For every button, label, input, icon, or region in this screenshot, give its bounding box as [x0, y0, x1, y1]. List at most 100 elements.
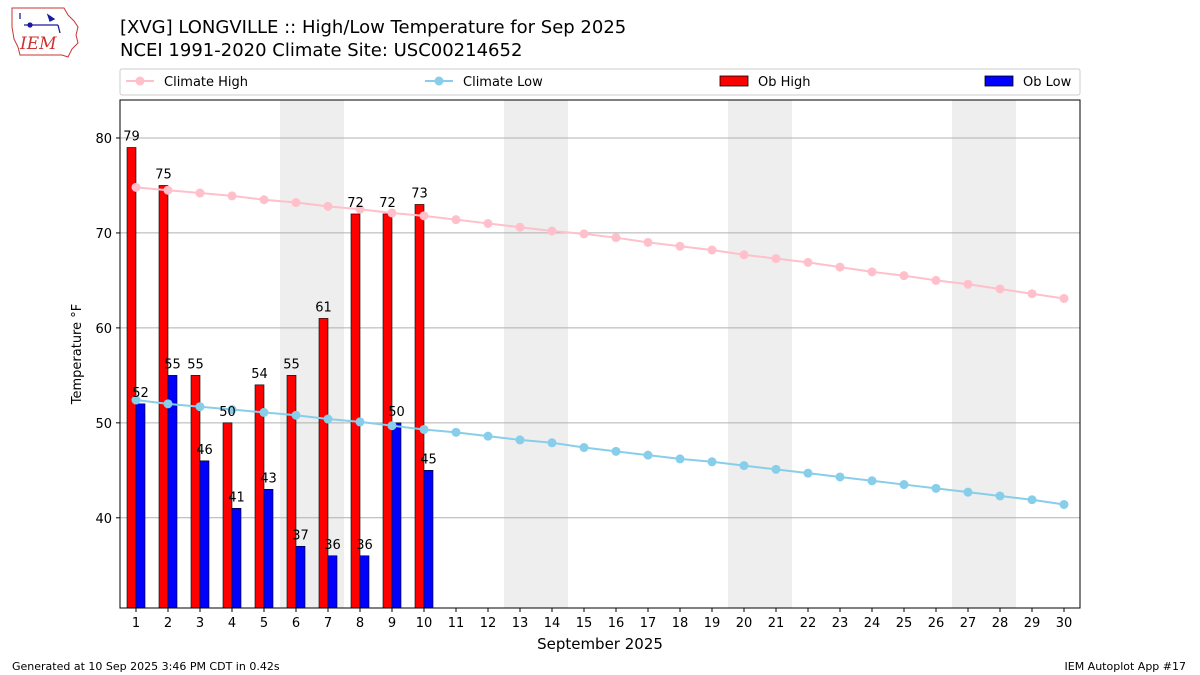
- x-tick-label-5: 5: [260, 616, 268, 631]
- ob-low-label-9: 50: [388, 405, 405, 420]
- climate-high-point-6: [291, 198, 301, 208]
- weekend-shade-20-21: [728, 100, 792, 608]
- x-tick-label-6: 6: [292, 616, 300, 631]
- legend-frame: [119, 68, 1081, 96]
- climate-high-point-4: [227, 191, 237, 201]
- climate-low-point-26: [931, 483, 941, 493]
- x-tick-label-16: 16: [608, 616, 625, 631]
- x-tick-label-28: 28: [992, 616, 1009, 631]
- climate-low-point-6: [291, 410, 301, 420]
- legend-entry-climate-low: Climate Low: [425, 75, 543, 90]
- ob-high-bar-5: [254, 384, 265, 609]
- climate-high-point-13: [515, 222, 525, 232]
- x-tick-label-2: 2: [164, 616, 172, 631]
- x-tick-label-24: 24: [864, 616, 881, 631]
- x-tick-label-30: 30: [1056, 616, 1073, 631]
- x-tick-label-27: 27: [960, 616, 977, 631]
- climate-low-point-28: [995, 491, 1005, 501]
- climate-high-point-2: [163, 185, 173, 195]
- ob-low-label-2: 55: [164, 357, 181, 372]
- x-tick-label-25: 25: [896, 616, 913, 631]
- climate-low-point-23: [835, 472, 845, 482]
- weather-symbols-icon: [19, 13, 61, 34]
- ob-high-label-8: 72: [347, 196, 364, 211]
- ob-high-bar-2: [158, 185, 169, 609]
- ob-low-bar-3: [199, 460, 210, 609]
- y-tick-label-80: 80: [95, 132, 112, 147]
- climate-high-point-14: [547, 226, 557, 236]
- climate-high-point-3: [195, 188, 205, 198]
- ob-high-bar-1: [126, 147, 137, 609]
- chart-title: [XVG] LONGVILLE :: High/Low Temperature …: [120, 17, 627, 38]
- ob-high-bar-10: [414, 204, 425, 609]
- climate-low-point-30: [1059, 500, 1069, 510]
- ob-low-label-8: 36: [356, 538, 373, 553]
- y-axis-label: Temperature °F: [70, 304, 85, 405]
- ob-high-label-7: 61: [315, 300, 332, 315]
- climate-low-point-29: [1027, 495, 1037, 505]
- climate-high-point-20: [739, 250, 749, 260]
- ob-low-bar-8: [359, 555, 370, 609]
- logo-text: IEM: [19, 34, 57, 54]
- legend-ob-low-swatch: [984, 75, 1014, 87]
- climate-low-line: [135, 399, 1065, 506]
- y-tick-label-70: 70: [95, 227, 112, 242]
- legend-ob-high-swatch: [719, 75, 749, 87]
- ob-high-bar-7: [318, 318, 329, 609]
- climate-low-point-21: [771, 464, 781, 474]
- ob-high-label-10: 73: [411, 186, 428, 201]
- x-tick-label-3: 3: [196, 616, 204, 631]
- ob-low-label-7: 36: [324, 538, 341, 553]
- climate-low-point-10: [419, 424, 429, 434]
- legend-ob-high-label: Ob High: [758, 75, 811, 90]
- chart-subtitle: NCEI 1991-2020 Climate Site: USC00214652: [120, 40, 523, 61]
- x-tick-label-22: 22: [800, 616, 817, 631]
- legend-climate-low-marker: [434, 76, 444, 86]
- climate-high-point-10: [419, 211, 429, 221]
- climate-low-point-8: [355, 417, 365, 427]
- ob-high-label-4: 50: [219, 405, 236, 420]
- legend-climate-low-label: Climate Low: [463, 75, 543, 90]
- climate-high-point-23: [835, 262, 845, 272]
- x-tick-label-7: 7: [324, 616, 332, 631]
- x-tick-label-13: 13: [512, 616, 529, 631]
- ob-high-label-9: 72: [379, 196, 396, 211]
- climate-low-point-12: [483, 431, 493, 441]
- x-tick-label-12: 12: [480, 616, 497, 631]
- x-tick-label-15: 15: [576, 616, 593, 631]
- x-tick-label-18: 18: [672, 616, 689, 631]
- plot-frame: [119, 99, 1081, 609]
- x-tick-label-19: 19: [704, 616, 721, 631]
- climate-high-point-27: [963, 279, 973, 289]
- x-tick-label-1: 1: [132, 616, 140, 631]
- climate-high-point-9: [387, 208, 397, 218]
- climate-high-point-26: [931, 275, 941, 285]
- climate-low-point-22: [803, 468, 813, 478]
- climate-high-line: [135, 186, 1065, 300]
- climate-low-point-3: [195, 402, 205, 412]
- legend-entry-ob-high: Ob High: [719, 75, 811, 90]
- climate-high-point-7: [323, 201, 333, 211]
- ob-low-bar-2: [167, 375, 178, 609]
- y-tick-label-60: 60: [95, 322, 112, 337]
- legend: Climate High Climate Low Ob High Ob Low: [119, 68, 1081, 96]
- x-tick-label-20: 20: [736, 616, 753, 631]
- x-tick-label-8: 8: [356, 616, 364, 631]
- ob-low-label-1: 52: [132, 386, 149, 401]
- climate-low-point-7: [323, 414, 333, 424]
- x-axis-label: September 2025: [537, 635, 663, 653]
- climate-high-point-30: [1059, 293, 1069, 303]
- climate-high-point-17: [643, 237, 653, 247]
- climate-high-point-8: [355, 204, 365, 214]
- climate-high-point-1: [131, 182, 141, 192]
- climate-low-point-16: [611, 446, 621, 456]
- iowa-state-outline-icon: [11, 7, 79, 58]
- climate-low-point-15: [579, 443, 589, 453]
- climate-low-point-4: [227, 405, 237, 415]
- legend-entry-ob-low: Ob Low: [984, 75, 1072, 90]
- x-tick-label-23: 23: [832, 616, 849, 631]
- climate-high-point-12: [483, 218, 493, 228]
- climate-high-point-25: [899, 271, 909, 281]
- ob-high-bar-4: [222, 422, 233, 609]
- legend-entry-climate-high: Climate High: [126, 75, 248, 90]
